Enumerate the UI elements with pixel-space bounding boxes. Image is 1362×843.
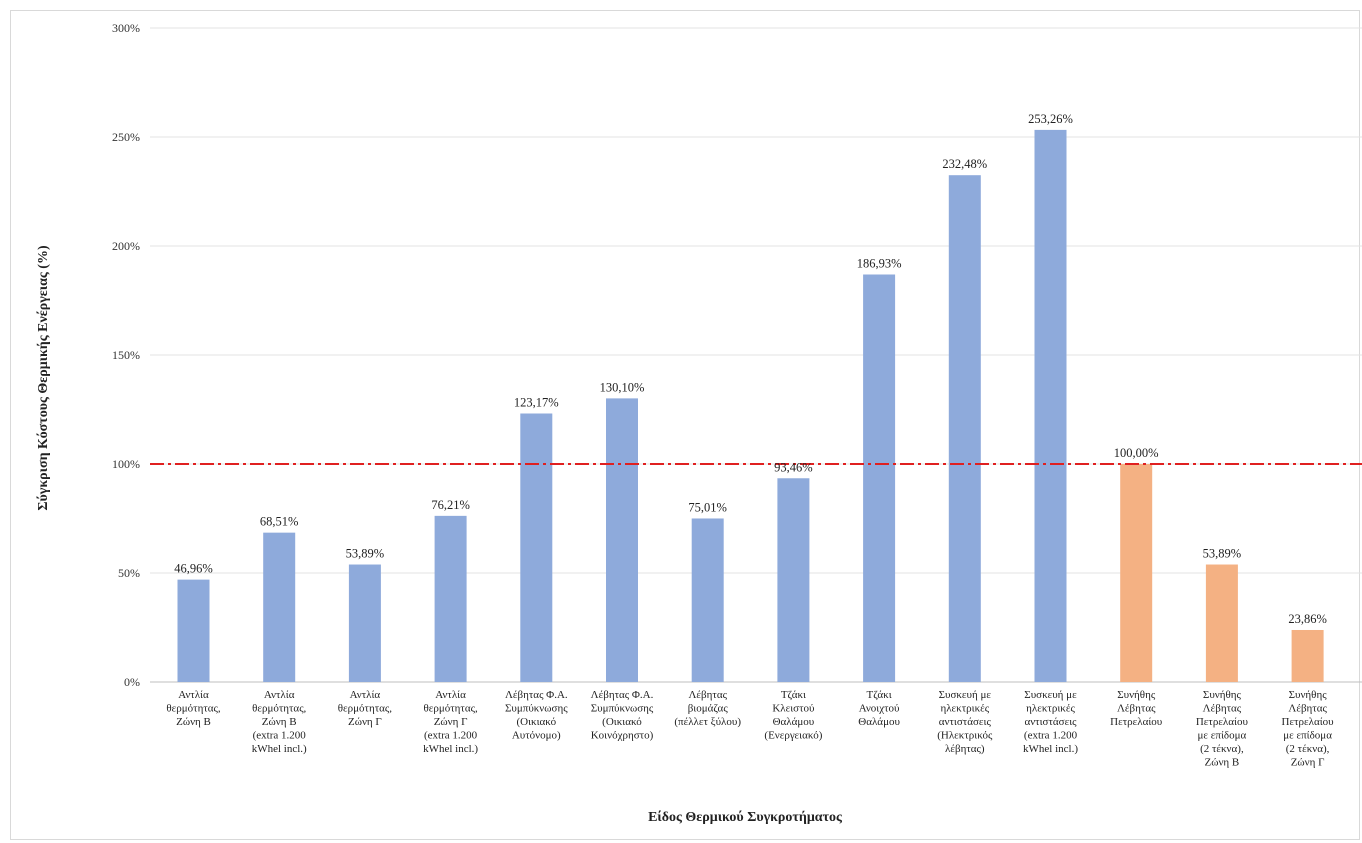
bar [520, 413, 553, 682]
data-label: 186,93% [857, 256, 902, 270]
gridlines [150, 27, 1362, 683]
y-tick-label: 150% [112, 348, 140, 362]
data-label: 100,00% [1114, 446, 1159, 460]
bar [434, 515, 467, 682]
data-label: 23,86% [1288, 612, 1327, 626]
bar [263, 532, 296, 682]
y-tick-label: 300% [112, 21, 140, 35]
data-label: 76,21% [431, 498, 470, 512]
bar [1120, 464, 1153, 682]
data-labels: 46,96% 68,51% 53,89% 76,21% 123,17% 130,10% 75… [174, 112, 1327, 626]
bar [1034, 129, 1067, 683]
data-label: 53,89% [346, 547, 385, 561]
y-tick-label: 0% [124, 675, 140, 689]
y-axis-ticks: 0% 50% 100% 150% 200% 250% 300% [112, 21, 140, 689]
category-label: Τζάκι Κλειστού Θαλάμου (Ενεργειακό) [764, 689, 822, 742]
category-label: Συνήθης Λέβητας Πετρελαίου με επίδομα (2 τέκ… [1196, 689, 1249, 769]
bar [1291, 629, 1324, 682]
bar [777, 478, 810, 682]
category-labels: Αντλία θερμότητας, Ζώνη Β Αντλία θερμότητας,… [166, 689, 1334, 769]
bar [348, 564, 381, 682]
category-label: Αντλία θερμότητας, Ζώνη Β (extra 1.200 kWhel… [252, 689, 307, 755]
bars [177, 129, 1324, 683]
x-axis-title: Είδος Θερμικού Συγκροτήματος [648, 810, 843, 825]
y-tick-label: 200% [112, 239, 140, 253]
data-label: 93,46% [774, 460, 813, 474]
bar [863, 274, 896, 682]
data-label: 253,26% [1028, 112, 1073, 126]
bar [1205, 564, 1238, 682]
y-tick-label: 50% [118, 566, 140, 580]
data-label: 68,51% [260, 515, 299, 529]
data-label: 75,01% [688, 500, 727, 514]
bar [948, 175, 981, 682]
data-label: 53,89% [1203, 547, 1242, 561]
data-label: 130,10% [600, 380, 645, 394]
bar [606, 398, 638, 682]
y-tick-label: 100% [112, 457, 140, 471]
category-label: Τζάκι Ανοιχτού Θαλάμου [858, 689, 900, 728]
chart-frame [10, 10, 1360, 840]
category-label: Αντλία θερμότητας, Ζώνη Γ (extra 1.200 kWhel… [423, 689, 478, 755]
y-tick-label: 250% [112, 130, 140, 144]
bar [177, 579, 210, 682]
y-axis-title: Σύγκριση Κόστους Θερμικής Ενέργειας (%) [36, 245, 51, 511]
category-label: Συσκευή με ηλεκτρικές αντιστάσεις (extra 1.… [1023, 689, 1078, 755]
category-label: Αντλία θερμότητας, Ζώνη Β [166, 689, 220, 728]
category-label: Συνήθης Λέβητας Πετρελαίου [1110, 689, 1163, 728]
data-label: 46,96% [174, 562, 213, 576]
category-label: Συνήθης Λέβητας Πετρελαίου με επίδομα (2 τέκ… [1282, 689, 1335, 769]
category-label: Λέβητας βιομάζας (πέλλετ ξύλου) [674, 689, 741, 728]
category-label: Αντλία θερμότητας, Ζώνη Γ [338, 689, 392, 728]
category-label: Συσκευή με ηλεκτρικές αντιστάσεις (Ηλεκτρικ… [937, 689, 993, 755]
category-label: Λέβητας Φ.Α. Συμπύκνωσης (Οικιακό Αυτόνομο) [505, 689, 568, 742]
bar [691, 518, 724, 682]
data-label: 232,48% [942, 157, 987, 171]
data-label: 123,17% [514, 395, 559, 409]
category-label: Λέβητας Φ.Α. Συμπύκνωσης (Οικιακό Κοινόχρησ… [591, 689, 654, 742]
